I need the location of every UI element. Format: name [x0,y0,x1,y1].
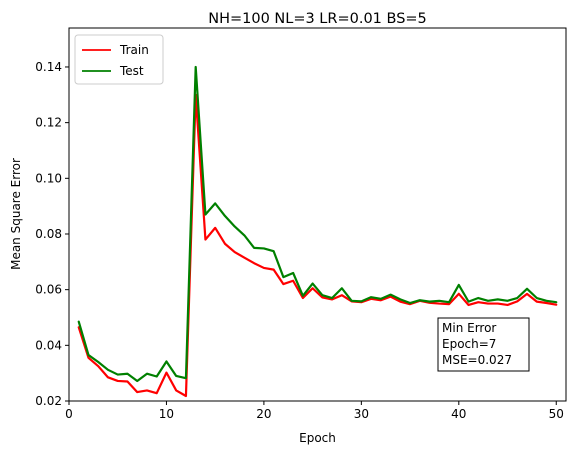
plot-frame [68,27,567,402]
y-tick-label: 0.14 [35,60,62,74]
annotation-line-3: MSE=0.027 [442,353,512,367]
y-tick-label: 0.02 [35,394,62,408]
y-tick-label: 0.04 [35,338,62,352]
annotation-box: Min Error Epoch=7 MSE=0.027 [437,317,530,372]
y-tick-label: 0.10 [35,171,62,185]
series-line-test [77,65,558,383]
y-tick-label: 0.06 [35,283,62,297]
x-tick-label: 0 [65,407,73,421]
legend-label-train: Train [119,43,149,57]
x-axis-title: Epoch [299,431,336,445]
y-tick-label: 0.08 [35,227,62,241]
legend: Train Test [74,34,164,85]
x-tick-label: 10 [159,407,174,421]
x-tick-label: 30 [354,407,369,421]
legend-label-test: Test [119,64,144,78]
annotation-frame [437,317,530,372]
x-axis: 0 10 20 30 40 50 [65,401,564,421]
annotation-line-2: Epoch=7 [442,337,496,351]
y-tick-label: 0.12 [35,116,62,130]
legend-box [74,34,164,85]
series-line-train [77,93,558,398]
annotation-line-1: Min Error [442,321,496,335]
y-axis-title: Mean Square Error [9,158,23,270]
x-tick-label: 40 [451,407,466,421]
x-tick-label: 20 [256,407,271,421]
x-tick-label: 50 [549,407,564,421]
chart-title: NH=100 NL=3 LR=0.01 BS=5 [208,11,427,27]
y-axis: 0.02 0.04 0.06 0.08 0.10 0.12 0.14 [35,60,69,408]
series-layer [77,65,558,398]
